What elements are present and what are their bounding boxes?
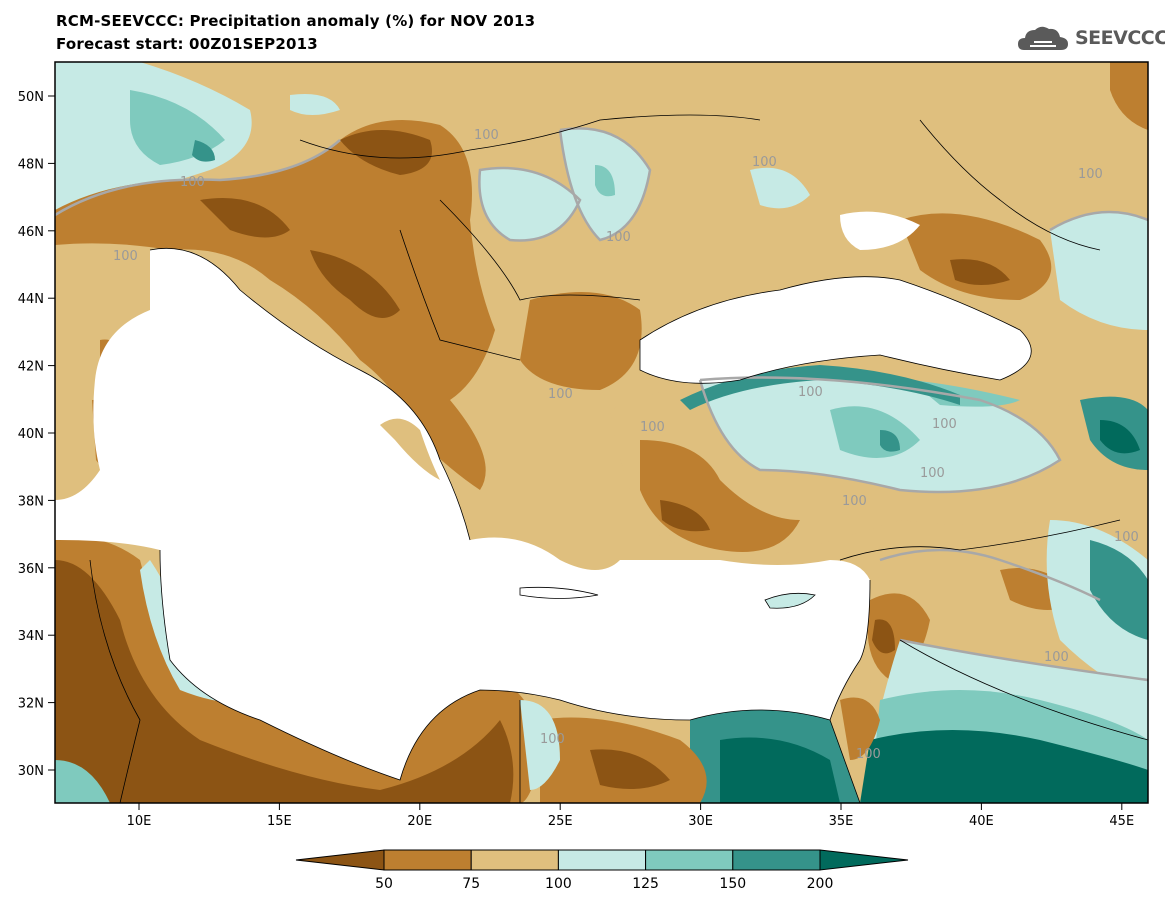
borders	[89, 114, 1148, 803]
region-lebanon-vdry	[872, 619, 895, 654]
contour-label: 100	[113, 249, 138, 264]
region-moldova-wet	[479, 168, 580, 241]
cyprus	[764, 592, 816, 609]
lon-tick-label: 40E	[969, 814, 994, 829]
sea-of-azov	[840, 211, 920, 250]
contour-label: 100	[1044, 650, 1069, 665]
region-east-wet	[1050, 212, 1148, 330]
region-sw-turkey-vdry	[660, 500, 710, 532]
colorbar-segment	[732, 849, 821, 871]
logo-text: SEEVCCC	[1075, 27, 1165, 49]
black-sea	[640, 276, 1032, 384]
colorbar-segment	[383, 849, 472, 871]
lat-tick-label: 46N	[18, 225, 44, 240]
colorbar: 50 75 100 125 150 200	[295, 849, 909, 892]
region-cyrenaica-wet	[520, 700, 560, 790]
region-algeria-wet	[55, 760, 110, 803]
colorbar-tick-label: 200	[807, 876, 834, 892]
colorbar-max-triangle	[819, 849, 909, 871]
contour-label: 100	[1078, 167, 1103, 182]
contour-label: 100	[548, 387, 573, 402]
contour-label: 100	[798, 385, 823, 400]
region-bulgaria-dry	[520, 292, 642, 390]
region-ne-turkey-vwet	[1100, 420, 1140, 454]
contour-label: 100	[606, 230, 631, 245]
region-ne-dry	[1110, 62, 1148, 130]
chart-subtitle: Forecast start: 00Z01SEP2013	[56, 35, 318, 53]
colorbar-segment	[645, 849, 734, 871]
region-albania	[380, 418, 440, 480]
lat-tick-label: 40N	[18, 427, 44, 442]
contour-label: 100	[856, 747, 881, 762]
colorbar-segment	[557, 849, 647, 871]
region-sinai-dry	[840, 697, 880, 760]
contour-label: 100	[932, 417, 957, 432]
cloud-logo-icon	[1018, 26, 1068, 50]
region-hungary-vdry	[340, 130, 432, 175]
colorbar-segment	[470, 849, 559, 871]
region-caucasus-dry	[900, 213, 1052, 300]
colorbar-tick-label: 50	[375, 876, 393, 892]
chart-title: RCM-SEEVCCC: Precipitation anomaly (%) f…	[56, 12, 536, 30]
region-balkan-dry	[55, 120, 495, 490]
lat-tick-label: 32N	[18, 697, 44, 712]
colorbar-tick-label: 75	[462, 876, 480, 892]
lat-tick-label: 50N	[18, 90, 44, 105]
contour-label: 100	[474, 128, 499, 143]
region-croatia-vdry	[310, 250, 400, 318]
contour-label: 100	[540, 732, 565, 747]
contour-label: 100	[752, 155, 777, 170]
lon-tick-label: 25E	[548, 814, 573, 829]
contour-label: 100	[920, 466, 945, 481]
colorbar-tick-label: 100	[545, 876, 572, 892]
contour-label: 100	[180, 175, 205, 190]
region-czech-wet	[290, 94, 340, 115]
lon-tick-label: 10E	[127, 814, 152, 829]
lon-tick-label: 20E	[407, 814, 432, 829]
lon-tick-label: 45E	[1109, 814, 1134, 829]
region-egypt-west-vdry	[590, 749, 670, 789]
region-nw-wet3	[192, 140, 215, 162]
region-turkey-wet3	[880, 430, 900, 452]
region-arabia-vwet	[860, 730, 1148, 803]
colorbar-tick-label: 150	[719, 876, 746, 892]
region-alps-vdry	[200, 198, 290, 238]
contour-label: 100	[842, 494, 867, 509]
lat-tick-label: 30N	[18, 764, 44, 779]
region-ukraine-wet2	[595, 165, 615, 197]
colorbar-tick-label: 125	[632, 876, 659, 892]
lat-tick-label: 36N	[18, 562, 44, 577]
region-tunisia-coast	[140, 560, 270, 704]
contour-labels: 100 100 100 100 100 100 100 100 100 100 …	[113, 128, 1139, 762]
lat-tick-label: 34N	[18, 629, 44, 644]
contour-label: 100	[640, 420, 665, 435]
lat-tick-label: 42N	[18, 360, 44, 375]
mediterranean-sea	[55, 248, 870, 781]
region-caucasus-vdry	[950, 259, 1010, 285]
contour-label: 100	[1114, 530, 1139, 545]
lat-tick-label: 48N	[18, 157, 44, 172]
region-egypt-vwet	[720, 737, 840, 803]
map-field: 100 100 100 100 100 100 100 100 100 100 …	[55, 62, 1148, 803]
region-crimea-north	[750, 167, 810, 209]
lon-tick-label: 35E	[829, 814, 854, 829]
longitude-axis: 10E 15E 20E 25E 30E 35E 40E 45E	[127, 803, 1134, 829]
lat-tick-label: 38N	[18, 494, 44, 509]
crete	[519, 586, 599, 599]
lon-tick-label: 30E	[688, 814, 713, 829]
region-libya-vdry	[55, 560, 514, 803]
lat-tick-label: 44N	[18, 292, 44, 307]
contour-lines	[55, 127, 1148, 682]
colorbar-min-triangle	[295, 849, 385, 871]
lon-tick-label: 15E	[267, 814, 292, 829]
region-iraq-wet2	[1090, 540, 1148, 640]
latitude-axis: 50N 48N 46N 44N 42N 40N 38N 36N 34N 32N 30N	[18, 90, 55, 779]
